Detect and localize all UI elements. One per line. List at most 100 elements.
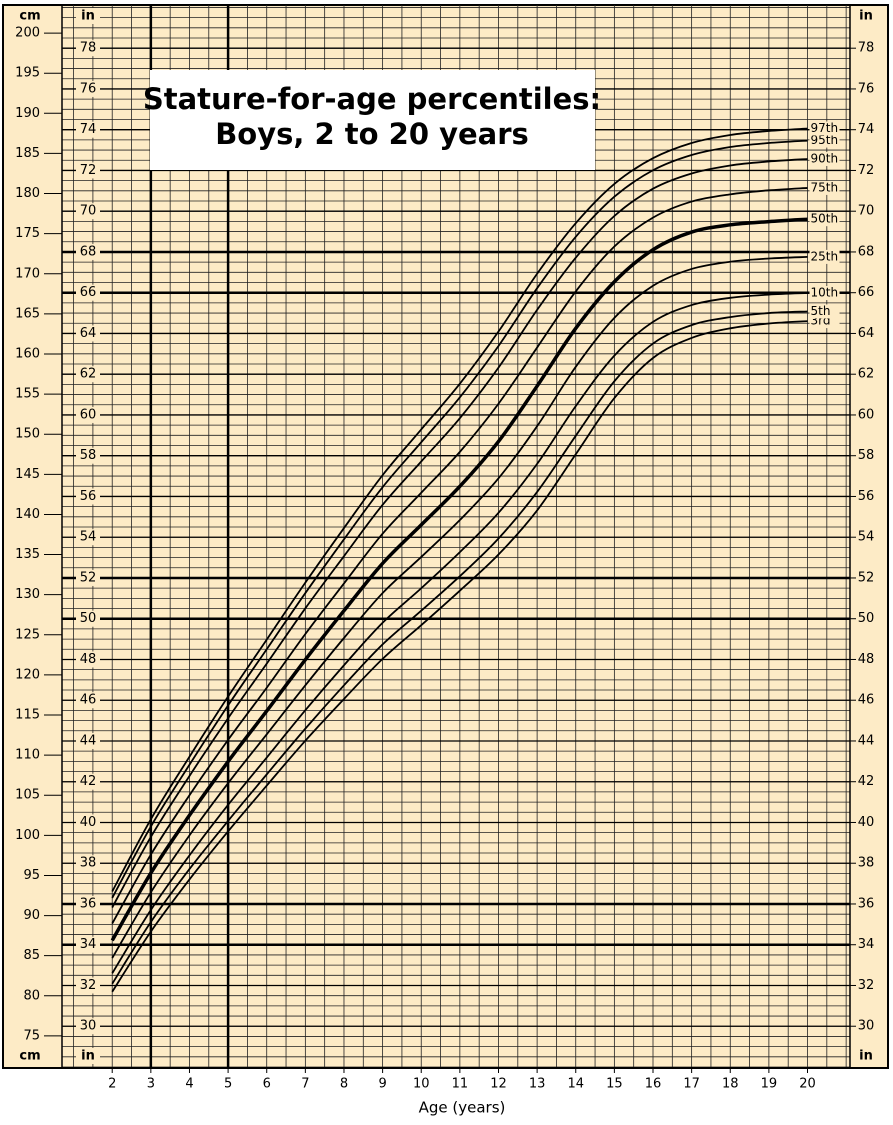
- y2-tick-label: 52: [858, 570, 875, 585]
- y2-tick-label: 64: [80, 326, 97, 341]
- y2-tick-label: 60: [858, 407, 875, 422]
- y2-tick-label: 46: [858, 693, 875, 708]
- y2-tick-label: 54: [858, 530, 875, 545]
- y2-tick-label: 70: [858, 204, 875, 219]
- x-tick-label: 19: [761, 1077, 778, 1092]
- label-bg: [76, 325, 100, 342]
- y2-tick-label: 68: [80, 244, 97, 259]
- x-tick-label: 17: [683, 1077, 700, 1092]
- y-tick-label: 125: [15, 627, 40, 642]
- y2-tick-label: 72: [80, 163, 97, 178]
- y-tick-label: 100: [15, 828, 40, 843]
- y2-tick-label: 44: [858, 733, 875, 748]
- x-axis-label: Age (years): [419, 1099, 506, 1117]
- y-tick-label: 145: [15, 467, 40, 482]
- y2-tick-label: 58: [858, 448, 875, 463]
- y2-tick-label: 66: [80, 285, 97, 300]
- percentile-curve: [111, 158, 808, 908]
- y-tick-label: 95: [23, 868, 40, 883]
- y-tick-label: 140: [15, 507, 40, 522]
- y2-axis-label: in: [81, 1049, 95, 1064]
- title-box: [150, 70, 595, 170]
- x-tick-label: 11: [452, 1077, 469, 1092]
- y-tick-label: 130: [15, 587, 40, 602]
- percentile-curve: [111, 320, 808, 993]
- x-tick-label: 5: [224, 1077, 232, 1092]
- y-tick-label: 185: [15, 146, 40, 161]
- y2-tick-label: 38: [858, 856, 875, 871]
- label-bg: [76, 1048, 100, 1064]
- label-bg: [76, 447, 100, 464]
- y2-tick-label: 48: [80, 652, 97, 667]
- label-bg: [76, 692, 100, 709]
- y-tick-label: 85: [23, 948, 40, 963]
- legend-label: 25th: [811, 249, 839, 263]
- label-bg: [76, 855, 100, 872]
- label-bg: [809, 121, 840, 136]
- y2-tick-label: 46: [80, 693, 97, 708]
- label-bg: [854, 1048, 878, 1064]
- y-tick-label: 200: [15, 26, 40, 41]
- x-tick-label: 6: [263, 1077, 271, 1092]
- x-tick-label: 2: [108, 1077, 116, 1092]
- y2-tick-label: 72: [858, 163, 875, 178]
- percentile-curve: [111, 187, 808, 925]
- y-tick-label: 135: [15, 547, 40, 562]
- x-tick-label: 9: [378, 1077, 386, 1092]
- y-tick-label: 150: [15, 427, 40, 442]
- label-bg: [76, 243, 100, 260]
- y-tick-label: 190: [15, 106, 40, 121]
- y2-axis-label: in: [859, 1049, 873, 1064]
- x-tick-label: 15: [606, 1077, 623, 1092]
- x-tick-label: 8: [340, 1077, 348, 1092]
- x-tick-label: 13: [529, 1077, 546, 1092]
- y2-tick-label: 36: [858, 896, 875, 911]
- y2-tick-label: 48: [858, 652, 875, 667]
- y2-axis-label: in: [81, 9, 95, 24]
- y2-tick-label: 78: [80, 41, 97, 56]
- x-tick-label: 10: [413, 1077, 430, 1092]
- label-bg: [76, 732, 100, 749]
- y2-tick-label: 40: [858, 815, 875, 830]
- label-bg: [76, 895, 100, 912]
- y2-tick-label: 76: [858, 81, 875, 96]
- y-tick-label: 75: [23, 1028, 40, 1043]
- label-bg: [76, 203, 100, 220]
- label-bg: [854, 8, 878, 24]
- label-bg: [76, 569, 100, 586]
- y-tick-label: 105: [15, 788, 40, 803]
- legend-label: 10th: [811, 286, 839, 300]
- y-tick-label: 110: [15, 748, 40, 763]
- y2-tick-label: 62: [80, 367, 97, 382]
- y2-tick-label: 38: [80, 856, 97, 871]
- y-tick-label: 90: [23, 908, 40, 923]
- y2-tick-label: 66: [858, 285, 875, 300]
- percentile-curve: [111, 127, 808, 892]
- label-bg: [76, 121, 100, 138]
- y2-tick-label: 60: [80, 407, 97, 422]
- legend-label: 90th: [811, 152, 839, 166]
- y2-tick-label: 78: [858, 41, 875, 56]
- label-bg: [76, 610, 100, 627]
- label-bg: [76, 651, 100, 668]
- x-tick-label: 4: [185, 1077, 193, 1092]
- label-bg: [76, 936, 100, 953]
- y-tick-label: 160: [15, 346, 40, 361]
- y2-tick-label: 36: [80, 896, 97, 911]
- legend-label: 97th: [811, 121, 839, 135]
- label-bg: [76, 284, 100, 301]
- label-bg: [76, 1018, 100, 1035]
- label-bg: [76, 366, 100, 383]
- label-bg: [76, 40, 100, 57]
- label-bg: [76, 529, 100, 546]
- y2-tick-label: 56: [80, 489, 97, 504]
- y2-tick-label: 40: [80, 815, 97, 830]
- percentile-curve: [111, 292, 808, 974]
- y-tick-label: 155: [15, 387, 40, 402]
- y2-tick-label: 44: [80, 733, 97, 748]
- label-bg: [809, 152, 840, 167]
- label-bg: [809, 133, 840, 148]
- y2-tick-label: 74: [80, 122, 97, 137]
- chart-title: Boys, 2 to 20 years: [215, 117, 529, 151]
- percentile-curve: [111, 310, 808, 985]
